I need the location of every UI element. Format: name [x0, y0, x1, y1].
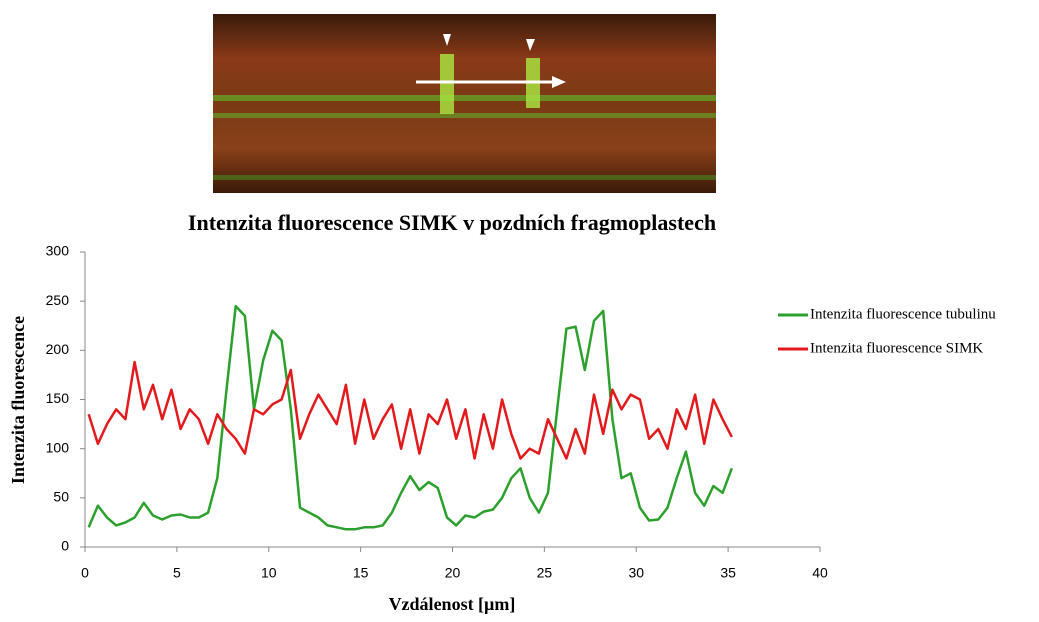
data-line: [87, 360, 733, 460]
y-tick-label: 50: [53, 489, 69, 505]
y-tick-label: 150: [46, 390, 70, 406]
chart-title: Intenzita fluorescence SIMK v pozdních f…: [188, 210, 716, 235]
x-tick-label: 40: [812, 565, 828, 581]
x-tick-label: 5: [173, 565, 181, 581]
x-tick-label: 15: [353, 565, 369, 581]
micrograph: [213, 14, 716, 193]
x-tick-label: 20: [445, 565, 461, 581]
y-tick-label: 100: [46, 439, 70, 455]
x-axis-title: Vzdálenost [µm]: [389, 594, 516, 614]
y-tick-label: 250: [46, 292, 70, 308]
legend-label: Intenzita fluorescence SIMK: [810, 340, 983, 356]
x-tick-label: 30: [628, 565, 644, 581]
data-line: [87, 304, 733, 531]
x-tick-label: 35: [720, 565, 736, 581]
legend-label: Intenzita fluorescence tubulinu: [810, 306, 996, 322]
y-tick-label: 0: [61, 538, 69, 554]
y-axis-title: Intenzita fluorescence: [8, 316, 28, 484]
y-tick-label: 300: [46, 243, 70, 259]
x-tick-label: 0: [81, 565, 89, 581]
y-tick-label: 200: [46, 341, 70, 357]
x-tick-label: 10: [261, 565, 277, 581]
x-tick-label: 25: [537, 565, 553, 581]
